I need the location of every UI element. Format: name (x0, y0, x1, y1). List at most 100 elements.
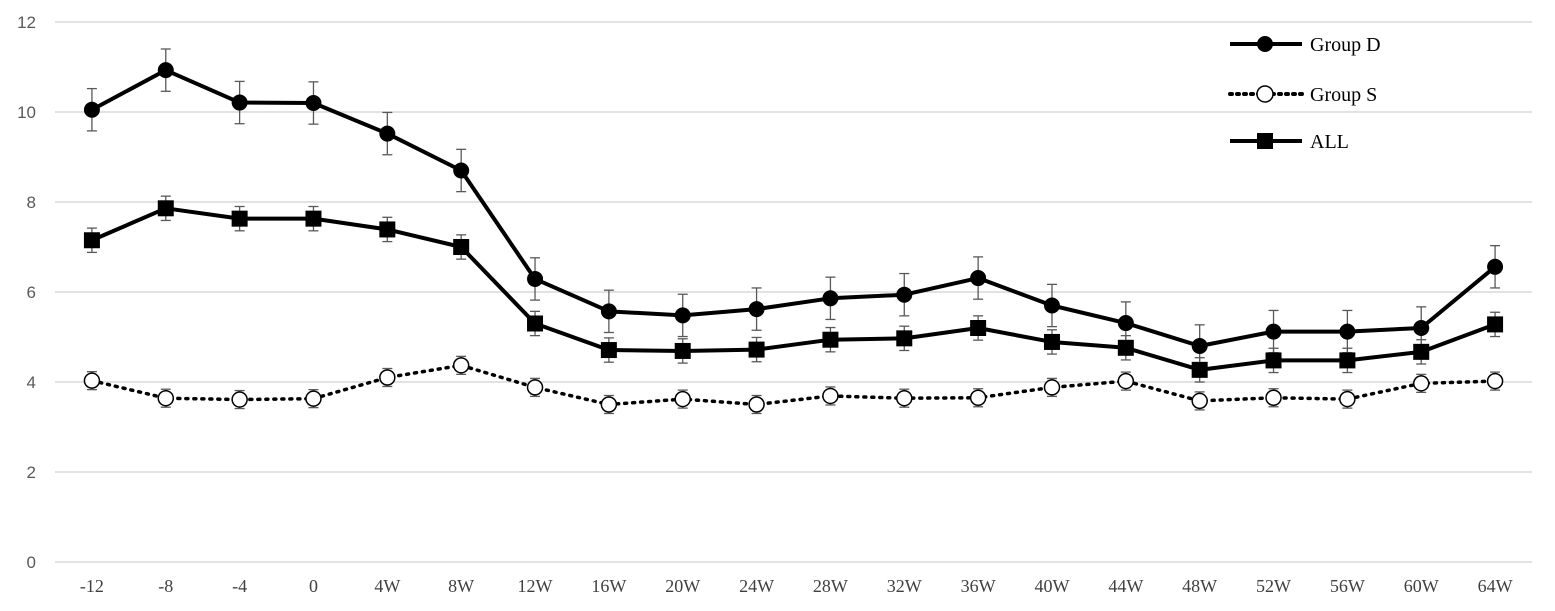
x-tick-label: 16W (591, 576, 626, 596)
data-point-group-s (83, 372, 101, 389)
series-line-group-d (90, 68, 1497, 348)
data-point-group-s (1265, 389, 1282, 406)
data-point-group-s (1486, 372, 1504, 390)
data-point-all (896, 330, 913, 347)
data-point-all (83, 232, 100, 249)
y-tick-label: 2 (27, 463, 36, 482)
x-tick-label: 52W (1256, 576, 1291, 596)
data-point-group-d (379, 125, 396, 142)
legend: Group D Group S ALL (1228, 34, 1381, 153)
gridlines (55, 21, 1532, 563)
data-point-group-s (1191, 392, 1208, 410)
data-point-group-d (674, 307, 691, 324)
data-point-group-d (157, 62, 174, 79)
x-tick-label: 64W (1478, 576, 1513, 596)
x-tick-label: 36W (961, 576, 996, 596)
data-point-group-d (1265, 323, 1282, 340)
x-axis: -12 -8 -4 0 4W 8W 12W 16W 20W 24W 28W 32W 36W 40W 44W 4… (80, 576, 1513, 596)
data-point-group-s (1117, 372, 1135, 390)
data-point-group-s (822, 387, 839, 405)
data-point-group-d (1043, 297, 1060, 314)
data-point-group-d (1117, 315, 1134, 332)
data-point-group-s (231, 391, 248, 408)
series-markers (83, 62, 1504, 413)
data-point-all (157, 200, 174, 217)
legend-item-all: ALL (1230, 131, 1349, 153)
y-tick-label: 0 (27, 553, 36, 572)
data-point-all (453, 239, 470, 255)
x-tick-label: 0 (309, 576, 318, 596)
x-tick-label: 12W (518, 576, 553, 596)
x-tick-label: -8 (158, 576, 173, 596)
x-tick-label: 4W (374, 576, 400, 596)
data-point-all (231, 210, 248, 227)
data-point-all (1487, 316, 1504, 333)
data-point-group-d (1487, 258, 1504, 275)
data-point-all (1043, 333, 1060, 350)
data-point-group-s (600, 396, 618, 413)
data-point-all (1339, 352, 1356, 369)
y-tick-label: 12 (17, 13, 36, 32)
x-tick-label: 8W (448, 576, 474, 596)
x-tick-label: 28W (813, 576, 848, 596)
y-tick-label: 6 (27, 283, 36, 302)
data-point-group-s (1339, 390, 1356, 408)
data-point-all (600, 342, 617, 359)
data-point-group-d (896, 286, 913, 303)
data-point-group-d (822, 290, 839, 307)
data-point-group-d (748, 301, 765, 318)
data-point-group-s (157, 389, 175, 407)
data-point-all (970, 320, 987, 336)
x-tick-label: 24W (739, 576, 774, 596)
data-point-group-d (970, 270, 987, 287)
data-point-all (527, 315, 544, 332)
legend-label-all: ALL (1310, 131, 1349, 153)
data-point-group-d (1339, 323, 1356, 340)
legend-item-group-d: Group D (1230, 34, 1381, 56)
data-point-group-s (452, 357, 470, 374)
legend-label-group-s: Group S (1310, 84, 1377, 106)
data-point-group-s (896, 389, 913, 407)
data-point-group-d (231, 94, 248, 111)
data-point-group-s (748, 396, 765, 413)
data-point-group-d (1191, 338, 1208, 354)
x-tick-label: 56W (1330, 576, 1365, 596)
x-tick-label: 20W (665, 576, 700, 596)
data-point-group-s (674, 390, 691, 408)
data-point-group-s (305, 390, 322, 407)
x-tick-label: 32W (887, 576, 922, 596)
data-point-group-d (305, 95, 322, 111)
data-point-group-s (969, 389, 987, 406)
legend-marker-group-s (1256, 85, 1274, 103)
x-tick-label: 60W (1404, 576, 1439, 596)
data-point-group-d (600, 303, 617, 320)
data-point-group-d (453, 162, 470, 179)
data-point-all (674, 342, 691, 359)
y-tick-label: 4 (27, 373, 36, 392)
data-point-all (1265, 352, 1282, 369)
y-tick-label: 8 (27, 193, 36, 212)
legend-marker-group-d (1257, 36, 1273, 52)
data-point-all (1413, 343, 1430, 360)
x-tick-label: -12 (80, 576, 104, 596)
legend-item-group-s: Group S (1228, 84, 1377, 106)
data-point-all (748, 341, 765, 358)
data-point-group-d (83, 101, 100, 118)
data-point-all (1191, 361, 1208, 378)
data-point-group-s (1043, 379, 1061, 396)
y-axis: 0 2 4 6 8 10 12 (17, 13, 36, 572)
data-point-group-d (1413, 320, 1430, 336)
series-line-all (91, 206, 1496, 372)
data-point-group-s (526, 379, 544, 396)
x-tick-label: 48W (1182, 576, 1217, 596)
data-point-group-s (379, 369, 396, 386)
x-tick-label: -4 (232, 576, 247, 596)
data-point-all (1117, 339, 1134, 356)
data-point-group-d (527, 270, 544, 287)
series-line-group-s (90, 363, 1497, 407)
legend-label-group-d: Group D (1310, 34, 1381, 56)
x-tick-label: 44W (1108, 576, 1143, 596)
data-point-all (822, 331, 839, 348)
legend-marker-all (1257, 133, 1273, 149)
